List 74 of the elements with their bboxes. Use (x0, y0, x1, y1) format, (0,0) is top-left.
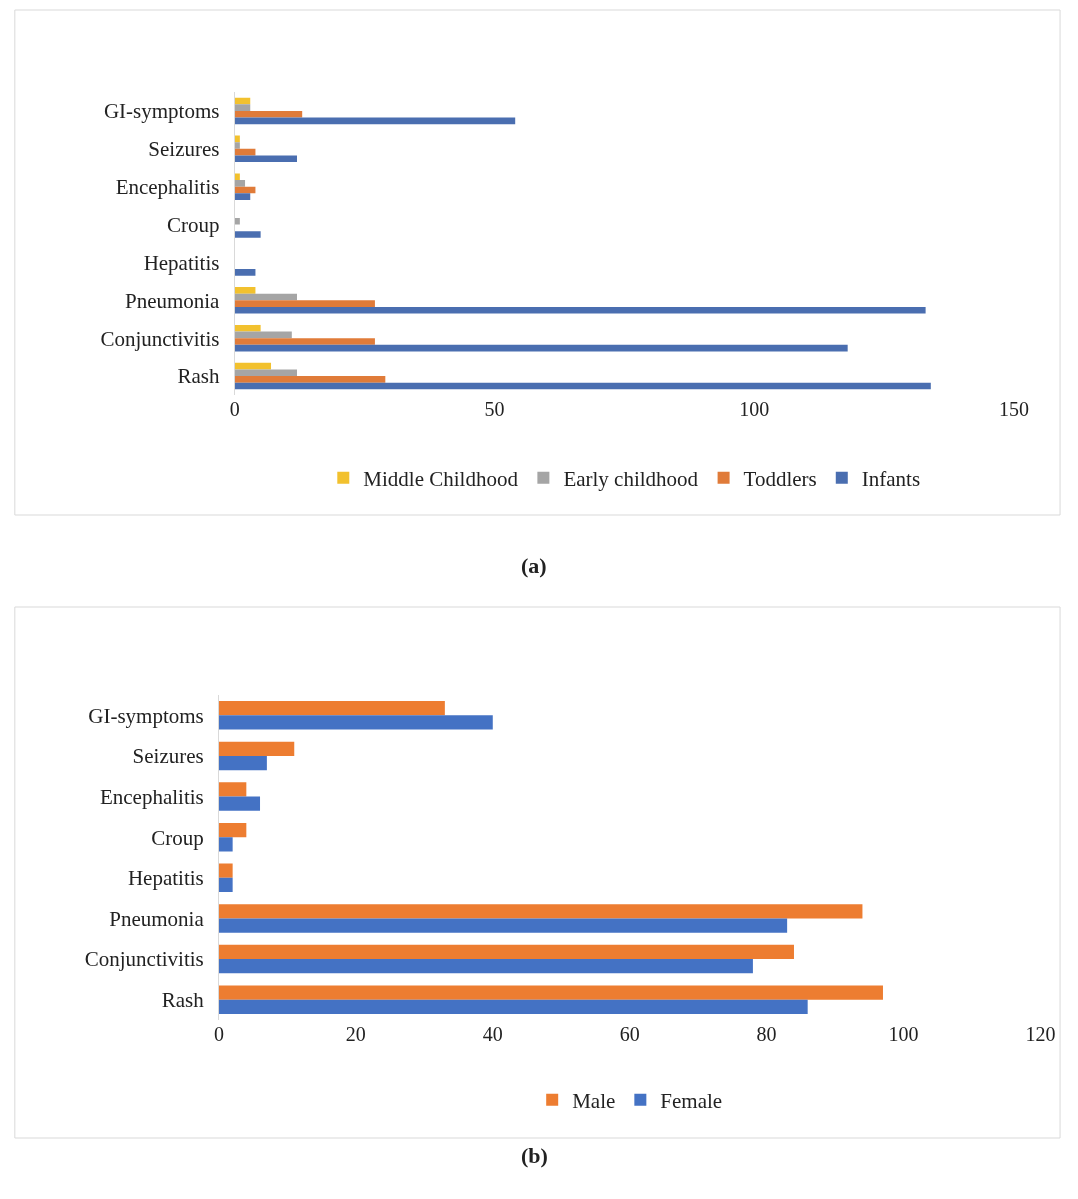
x-tick-label: 120 (1025, 1023, 1056, 1045)
bar (218, 755, 267, 771)
x-tick-label: 80 (756, 1023, 777, 1045)
bar (218, 959, 753, 974)
y-tick-label: Croup (151, 825, 204, 850)
x-tick-label: 20 (345, 1023, 366, 1045)
bar (234, 300, 375, 307)
y-tick-label: Conjunctivitis (100, 326, 220, 351)
y-tick-label: GI-symptoms (88, 703, 204, 728)
x-tick-label: 0 (213, 1023, 224, 1045)
y-tick-label: Pneumonia (109, 906, 205, 931)
bar (234, 344, 848, 352)
legend-label: Infants (861, 466, 921, 491)
bar (218, 701, 445, 716)
x-tick-label: 0 (229, 398, 240, 420)
y-tick-label: Seizures (132, 744, 204, 769)
bar (218, 796, 261, 811)
bar (234, 382, 931, 390)
y-tick-label: Hepatitis (127, 866, 204, 891)
y-tick-label: Seizures (148, 137, 220, 162)
bar (234, 104, 251, 111)
text: (b) (521, 1143, 548, 1168)
bar (234, 142, 240, 149)
x-tick-label: 100 (888, 1023, 919, 1045)
bar (234, 324, 261, 332)
bar (234, 369, 297, 377)
bar (218, 741, 295, 756)
bar (234, 338, 375, 345)
y-tick-label: Encephalitis (99, 784, 204, 809)
x-tick-label: 100 (739, 398, 770, 420)
bar (218, 837, 233, 852)
bar (218, 782, 247, 797)
legend-label: Early childhood (563, 466, 699, 491)
bar (218, 918, 788, 933)
text: (a) (521, 553, 547, 578)
y-tick-label: Rash (161, 988, 205, 1013)
bar (218, 999, 808, 1014)
x-tick-label: 60 (619, 1023, 640, 1045)
bar (234, 287, 256, 294)
bar (218, 822, 247, 838)
bar (218, 985, 883, 1000)
y-tick-label: Pneumonia (124, 288, 221, 313)
x-tick-label: 50 (484, 398, 505, 420)
y-tick-label: Conjunctivitis (84, 947, 204, 972)
bar (234, 217, 240, 225)
bar (234, 306, 926, 314)
x-tick-label: 40 (482, 1023, 503, 1045)
bar (218, 715, 493, 730)
bar (234, 117, 516, 125)
bar (234, 293, 297, 301)
bar (218, 944, 794, 960)
bar (218, 863, 233, 878)
bar (218, 877, 233, 893)
bar (234, 362, 272, 370)
y-tick-label: Hepatitis (143, 250, 220, 275)
legend-label: Female (660, 1088, 723, 1113)
bar (234, 173, 240, 181)
bar (234, 193, 251, 200)
bar (218, 904, 863, 919)
legend-label: Toddlers (743, 466, 817, 491)
legend-label: Middle Childhood (363, 466, 519, 491)
bar (234, 110, 303, 118)
bar (234, 376, 386, 383)
y-tick-label: Encephalitis (115, 175, 220, 200)
bar (234, 231, 261, 238)
bar (234, 269, 256, 276)
legend-label: Male (572, 1088, 616, 1113)
x-tick-label: 150 (998, 398, 1029, 420)
y-tick-label: GI-symptoms (103, 99, 220, 124)
bar (234, 180, 246, 187)
y-tick-label: Rash (177, 364, 220, 389)
bar (234, 155, 297, 163)
y-tick-label: Croup (166, 212, 220, 237)
bar (234, 331, 292, 339)
